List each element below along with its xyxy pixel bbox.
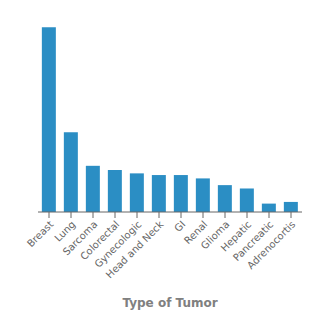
svg-text:Gynecologic: Gynecologic xyxy=(92,218,144,270)
svg-text:Sarcoma: Sarcoma xyxy=(60,218,100,258)
svg-text:Adrenocortis: Adrenocortis xyxy=(245,219,297,271)
svg-text:Hepatic: Hepatic xyxy=(218,218,254,254)
svg-text:Head and Neck: Head and Neck xyxy=(104,219,166,281)
svg-text:Lung: Lung xyxy=(52,218,78,244)
svg-text:Pancreatic: Pancreatic xyxy=(230,218,276,264)
svg-text:Breast: Breast xyxy=(25,219,56,250)
svg-text:Type of Tumor: Type of Tumor xyxy=(122,296,217,310)
svg-text:GI: GI xyxy=(172,219,187,234)
svg-text:Renal: Renal xyxy=(181,218,210,247)
svg-text:Colorectal: Colorectal xyxy=(78,218,122,263)
svg-text:Glioma: Glioma xyxy=(198,218,232,252)
